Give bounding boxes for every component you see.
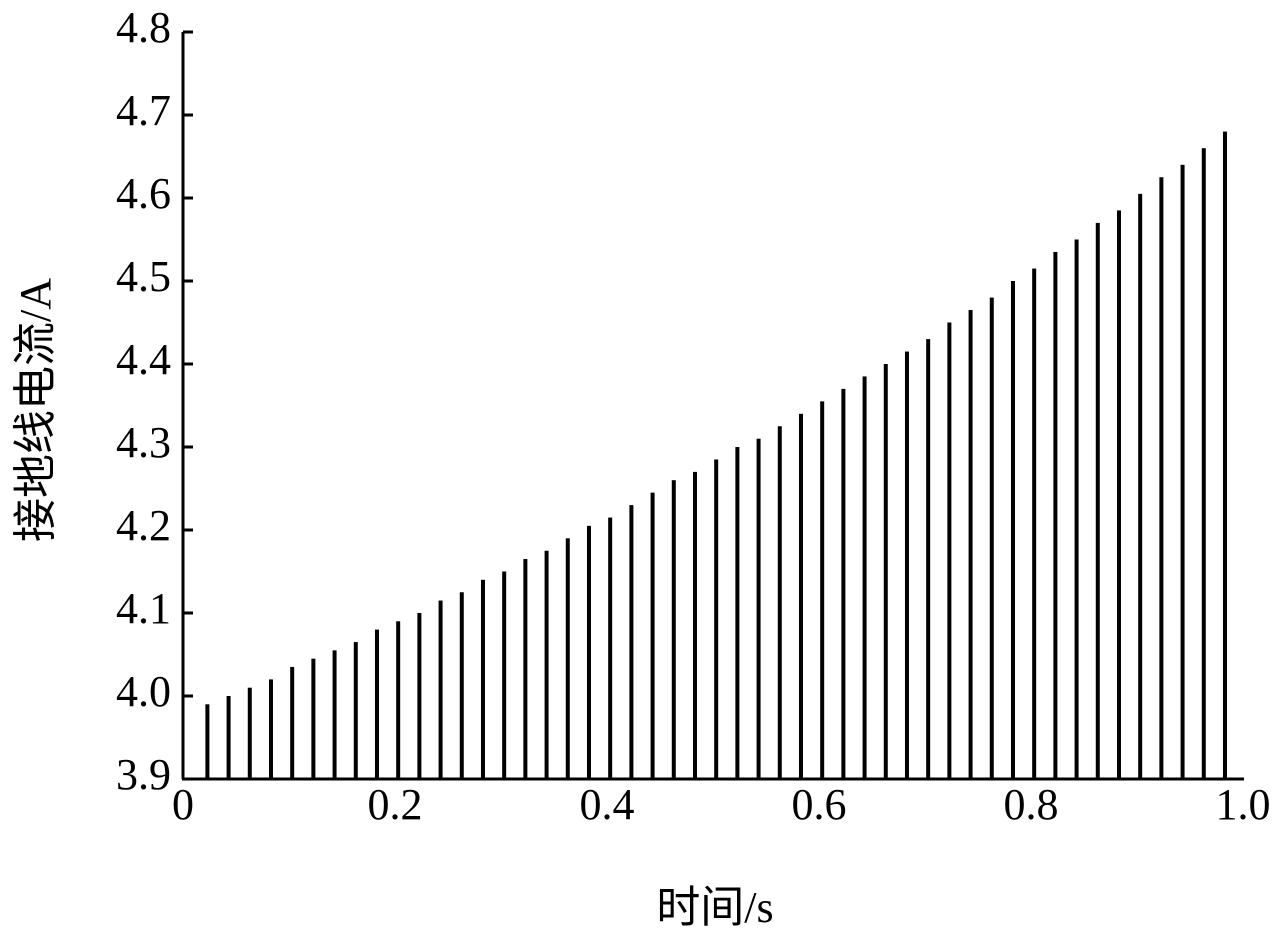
spike <box>926 339 931 779</box>
spike <box>205 704 210 779</box>
spike <box>798 413 803 779</box>
x-tick-label: 0.8 <box>1004 780 1059 829</box>
spike <box>1032 268 1037 779</box>
spike <box>268 679 273 779</box>
x-tick-label: 0.6 <box>792 780 847 829</box>
spike <box>1116 210 1121 779</box>
spike <box>671 480 676 779</box>
spike <box>629 505 634 779</box>
y-tick-label: 4.7 <box>116 86 171 135</box>
spike <box>565 538 570 779</box>
spike <box>396 621 401 779</box>
spike <box>523 559 528 779</box>
spike <box>459 592 464 779</box>
spike <box>1074 239 1079 779</box>
y-tick-label: 4.4 <box>116 335 171 384</box>
spike <box>968 310 973 779</box>
spike <box>290 666 295 779</box>
y-tick-label: 4.2 <box>116 501 171 550</box>
spike <box>1222 131 1227 780</box>
spike <box>417 613 422 779</box>
spike <box>1201 148 1206 779</box>
spike <box>862 376 867 779</box>
spike <box>1180 164 1185 780</box>
spike <box>480 579 485 779</box>
y-tick-label: 4.1 <box>116 584 171 633</box>
spike <box>947 322 952 779</box>
spike <box>650 492 655 779</box>
spike <box>1159 177 1164 779</box>
spike <box>332 650 337 779</box>
spike <box>311 658 316 779</box>
x-axis-title: 时间/s <box>656 883 773 932</box>
y-tick-label: 3.9 <box>116 750 171 799</box>
spike <box>586 525 591 779</box>
x-tick-label: 0.2 <box>368 780 423 829</box>
spike <box>502 571 507 779</box>
spike <box>353 642 358 779</box>
spike <box>226 696 231 779</box>
spike <box>1138 193 1143 780</box>
spike <box>544 550 549 779</box>
spike <box>608 517 613 779</box>
spike <box>735 447 740 779</box>
y-axis-title: 接地线电流/A <box>11 278 60 542</box>
spike <box>1010 281 1015 779</box>
spike <box>1053 251 1058 779</box>
spike <box>714 459 719 779</box>
x-tick-label: 0.4 <box>580 780 635 829</box>
spike <box>692 471 697 779</box>
spike <box>374 629 379 779</box>
y-tick-label: 4.8 <box>116 3 171 52</box>
spike <box>989 297 994 779</box>
spike <box>777 426 782 779</box>
x-tick-label: 1.0 <box>1216 780 1271 829</box>
spike <box>756 438 761 779</box>
x-tick-label: 0 <box>172 780 194 829</box>
spike <box>883 364 888 779</box>
spike <box>247 687 252 779</box>
spike <box>1095 222 1100 779</box>
spike <box>820 401 825 779</box>
y-tick-label: 4.0 <box>116 667 171 716</box>
y-tick-label: 4.3 <box>116 418 171 467</box>
spike <box>841 388 846 779</box>
spike <box>904 351 909 779</box>
y-tick-label: 4.6 <box>116 169 171 218</box>
y-tick-label: 4.5 <box>116 252 171 301</box>
spike <box>438 600 443 779</box>
